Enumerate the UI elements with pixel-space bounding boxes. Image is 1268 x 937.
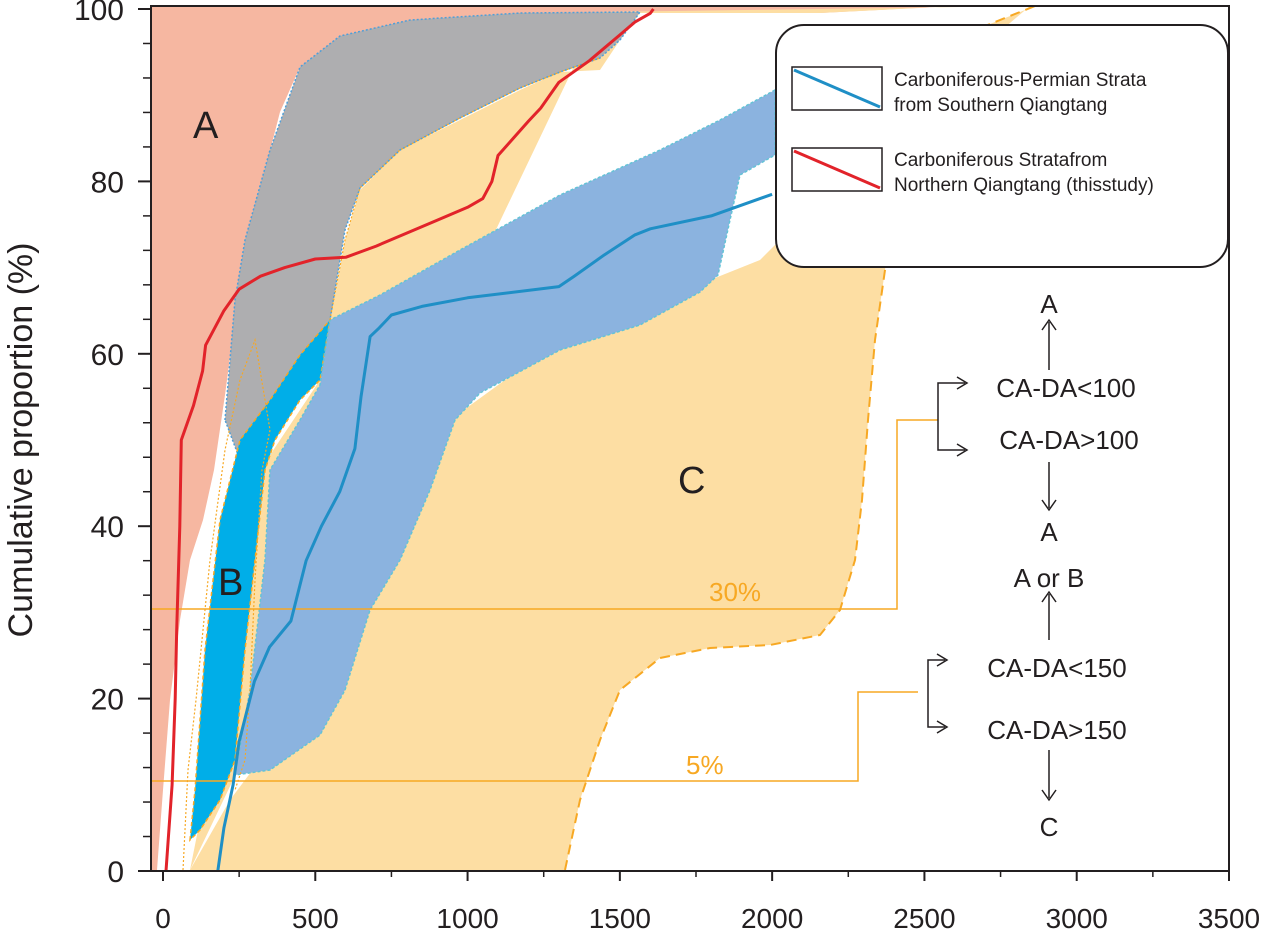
y-tick-label: 80 (91, 166, 124, 199)
series-line-northern (164, 8, 655, 872)
x-tick-label: 1000 (436, 903, 498, 934)
x-tick-label: 2000 (741, 903, 803, 934)
ref-line-30 (151, 419, 938, 610)
y-tick-label: 40 (91, 511, 124, 544)
region-label-b: B (218, 562, 243, 604)
y-tick-label: 0 (107, 856, 124, 889)
x-tick-label: 2500 (893, 903, 955, 934)
field-blue-band (234, 88, 776, 776)
series-line-southern (216, 192, 773, 872)
legend-label-northern-2: Northern Qiangtang (thisstudy) (894, 175, 1154, 196)
x-tick-label: 3000 (1046, 903, 1108, 934)
flow-gt100: CA-DA>100 (999, 425, 1138, 455)
flow-lt100: CA-DA<100 (996, 373, 1135, 403)
y-axis-title: Cumulative proportion (%) (2, 243, 40, 638)
region-label-c: C (678, 460, 705, 502)
legend-line-southern (793, 68, 881, 109)
ref-label-5: 5% (686, 750, 724, 780)
bracket-150 (927, 659, 945, 728)
arrowhead-gt100 (956, 443, 969, 457)
series-layer (164, 8, 773, 872)
bracket-100 (937, 382, 965, 451)
field-a (151, 6, 1050, 870)
x-tick-label: 0 (155, 903, 171, 934)
legend-box (775, 24, 1229, 268)
arrowhead-up-aorb (1041, 590, 1057, 603)
field-b (189, 317, 332, 843)
flow-top-result: A (1040, 289, 1058, 319)
axis-layer: 0 500 1000 1500 2000 2500 3000 3500 0 20 40 60 80 100 (74, 0, 1260, 934)
region-label-a: A (193, 105, 219, 147)
boundary-dotted-grey (182, 57, 601, 871)
y-tick-label: 20 (91, 684, 124, 717)
flow-a-or-b: A or B (1014, 563, 1085, 593)
arrowhead-lt150 (936, 653, 949, 667)
flowchart (927, 318, 1057, 802)
legend-label-southern-2: from Southern Qiangtang (894, 95, 1107, 116)
arrowhead-down-mid (1041, 499, 1057, 512)
arrowhead-lt100 (956, 376, 969, 390)
legend-line-northern (793, 149, 881, 190)
plot-frame (150, 5, 1230, 872)
ref-line-5 (151, 691, 918, 782)
legend-label-northern-1: Carboniferous Stratafrom (894, 150, 1107, 171)
y-tick-label: 100 (74, 0, 124, 27)
arrowhead-gt150 (936, 720, 949, 734)
ref-label-30: 30% (709, 577, 761, 607)
arrowhead-down-bottom (1041, 789, 1057, 802)
flow-gt150: CA-DA>150 (987, 715, 1126, 745)
flow-mid-result: A (1040, 517, 1058, 547)
arrowhead-up-top (1041, 318, 1057, 331)
flow-lt150: CA-DA<150 (987, 653, 1126, 683)
legend-label-southern-1: Carboniferous-Permian Strata (894, 70, 1147, 91)
legend: Carboniferous-Permian Strata from Southe… (775, 24, 1229, 268)
x-tick-label: 1500 (589, 903, 651, 934)
y-tick-label: 60 (91, 339, 124, 372)
x-tick-label: 500 (292, 903, 339, 934)
x-tick-label: 3500 (1198, 903, 1260, 934)
flow-bottom-result: C (1040, 812, 1059, 842)
